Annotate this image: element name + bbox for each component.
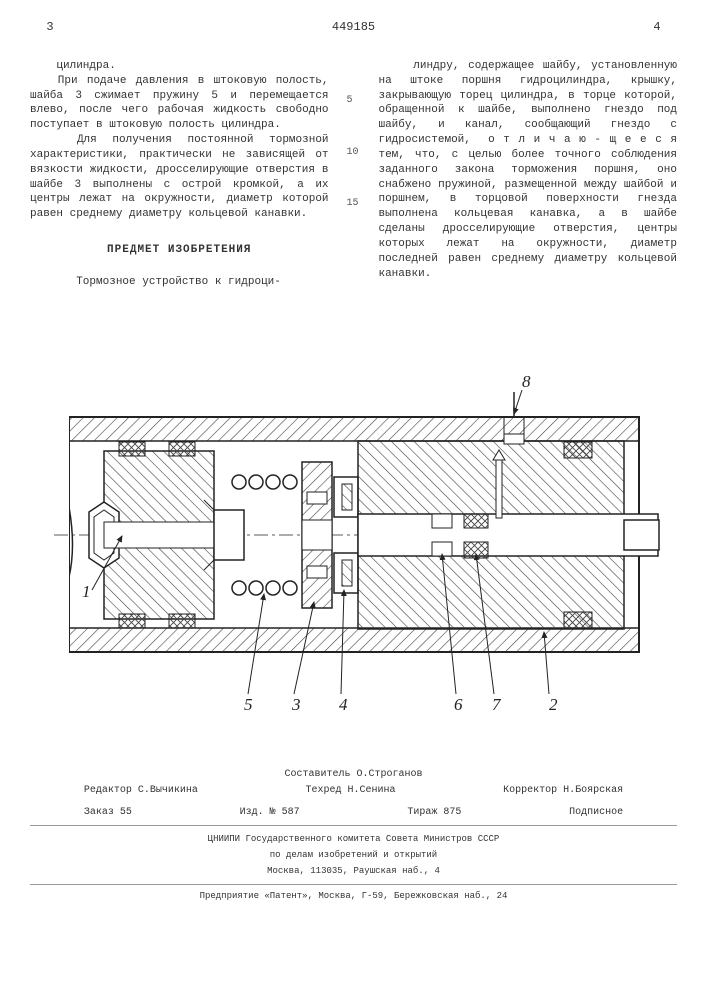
- footer-subscription: Подписное: [569, 805, 623, 821]
- footer-org2: по делам изобретений и открытий: [270, 850, 437, 860]
- footer-editor: Редактор С.Вычикина: [84, 783, 198, 799]
- footer-compiler: Составитель О.Строганов: [30, 767, 677, 783]
- washer: [302, 462, 332, 608]
- left-page-number: 3: [30, 20, 70, 34]
- technical-figure: 1 2 3 4 5 6 7 8: [30, 332, 677, 727]
- footer-org1: ЦНИИПИ Государственного комитета Совета …: [208, 834, 500, 844]
- label-6: 6: [454, 695, 463, 714]
- margin-num: 10: [347, 146, 361, 160]
- left-column-tail: Тормозное устройство к гидроци-: [56, 276, 280, 288]
- label-5: 5: [244, 695, 253, 714]
- left-column-body: цилиндра. При подаче давления в штоковую…: [30, 60, 335, 220]
- footer-block: Составитель О.Строганов Редактор С.Вычик…: [30, 767, 677, 905]
- label-8: 8: [522, 372, 531, 391]
- margin-line-numbers: 5 10 15: [347, 44, 361, 304]
- claims-title: ПРЕДМЕТ ИЗОБРЕТЕНИЯ: [30, 243, 329, 258]
- right-column: линдру, содержащее шайбу, установленную …: [378, 44, 677, 304]
- margin-num: 5: [347, 94, 361, 108]
- right-column-body: линдру, содержащее шайбу, установленную …: [378, 60, 690, 280]
- label-2: 2: [549, 695, 558, 714]
- footer-techred: Техред Н.Сенина: [305, 783, 395, 799]
- document-number: 449185: [332, 20, 375, 34]
- right-page-number: 4: [637, 20, 677, 34]
- label-1: 1: [82, 582, 91, 601]
- footer-corrector: Корректор Н.Боярская: [503, 783, 623, 799]
- footer-org3: Предприятие «Патент», Москва, Г-59, Бере…: [200, 891, 508, 901]
- left-column: цилиндра. При подаче давления в штоковую…: [30, 44, 329, 304]
- footer-addr1: Москва, 113035, Раушская наб., 4: [267, 866, 440, 876]
- footer-izd: Изд. № 587: [240, 805, 300, 821]
- footer-tirazh: Тираж 875: [407, 805, 461, 821]
- margin-num: 15: [347, 197, 361, 211]
- label-4: 4: [339, 695, 348, 714]
- label-3: 3: [291, 695, 301, 714]
- footer-order: Заказ 55: [84, 805, 132, 821]
- label-7: 7: [492, 695, 502, 714]
